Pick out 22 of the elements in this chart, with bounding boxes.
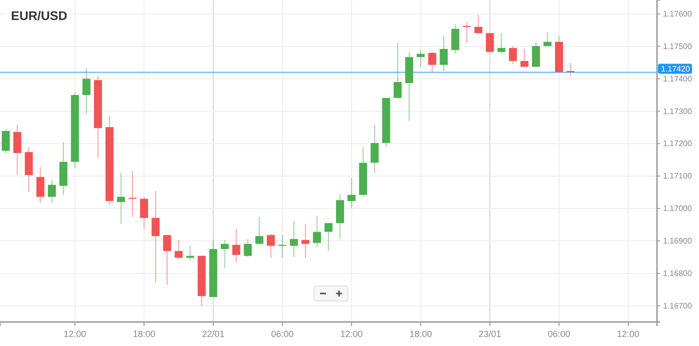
y-tick-label: 1.17000 <box>663 204 692 214</box>
x-tick-label: 23/01 <box>478 329 502 340</box>
x-tick-label: 12:00 <box>340 329 363 340</box>
y-tick-label: 1.16800 <box>663 268 692 278</box>
x-tick-label: 06:00 <box>548 329 570 340</box>
ref-line-label: 1.17420 <box>661 64 690 74</box>
y-tick-label: 1.16700 <box>663 301 692 310</box>
x-tick-label: 18:00 <box>132 329 156 340</box>
candlestick <box>486 32 494 54</box>
x-tick-label: 12:00 <box>64 329 86 340</box>
x-tick-label: 12:00 <box>616 329 640 340</box>
x-tick-label: 06:00 <box>271 329 294 340</box>
y-tick-label: 1.17500 <box>663 42 692 51</box>
x-tick-label: 22/01 <box>202 329 224 340</box>
y-tick-label: 1.17400 <box>663 74 692 84</box>
x-tick-label: 18:00 <box>409 329 432 340</box>
text: EUR/USD <box>11 9 68 23</box>
y-tick-label: 1.17600 <box>663 10 692 19</box>
y-tick-label: 1.17300 <box>663 106 692 116</box>
y-tick-label: 1.17100 <box>663 172 692 181</box>
y-tick-label: 1.17200 <box>663 139 692 148</box>
y-tick-label: 1.16900 <box>663 236 692 246</box>
